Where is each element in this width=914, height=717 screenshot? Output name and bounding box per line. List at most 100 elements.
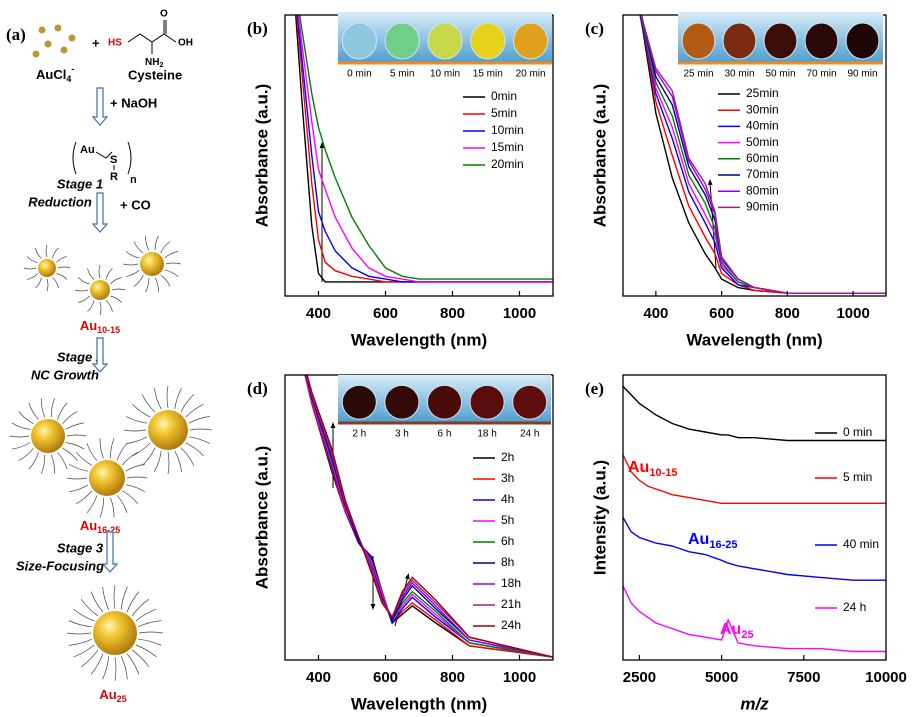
ligand <box>57 402 68 420</box>
x-tick-label: 5000 <box>705 669 738 686</box>
ligand <box>133 241 144 254</box>
panel-label: (b) <box>247 19 268 38</box>
flask <box>384 22 420 60</box>
ligand <box>80 598 99 617</box>
inset-label: 2 h <box>352 429 366 440</box>
ligand <box>67 632 92 635</box>
legend-label: 15min <box>491 140 524 154</box>
series-line <box>623 585 886 653</box>
panel-label: (e) <box>585 379 604 398</box>
product: Au16-25 <box>80 518 120 535</box>
inset-label: 5 min <box>390 69 414 80</box>
stage-name: NC Growth <box>31 367 99 382</box>
ligand <box>141 394 156 413</box>
series-line <box>623 385 886 442</box>
ligand <box>35 247 42 259</box>
ligand <box>125 251 140 259</box>
ligand <box>86 443 98 461</box>
ligand <box>174 387 182 410</box>
product: Au25 <box>99 687 126 704</box>
ligand <box>41 454 46 474</box>
ligand <box>69 484 89 493</box>
plot-frame <box>622 374 887 661</box>
legend-label: 24 h <box>843 600 866 614</box>
precursor: AuCl4- <box>36 64 74 84</box>
ligand <box>62 447 78 461</box>
series-line <box>305 375 553 658</box>
inset-label: 20 min <box>516 69 546 80</box>
ligand <box>28 402 39 420</box>
legend-label: 0min <box>491 89 517 103</box>
legend-label: 0 min <box>843 425 872 439</box>
ligand <box>102 586 110 610</box>
plus: + <box>92 35 100 50</box>
annotation: Au10-15 <box>628 459 677 479</box>
ligand <box>80 649 99 668</box>
series-line <box>623 454 886 504</box>
ligand <box>116 495 128 513</box>
panel-label: (d) <box>247 379 268 398</box>
process-arrow <box>101 531 119 573</box>
legend-label: 5 min <box>843 470 872 484</box>
ligand <box>105 268 113 280</box>
annotation: Au25 <box>720 621 754 641</box>
flask <box>763 22 798 60</box>
polymer-n: n <box>130 174 137 186</box>
ligand <box>56 256 68 263</box>
ligand <box>65 422 85 430</box>
product-text: Au <box>99 687 116 702</box>
ligand <box>28 452 39 470</box>
x-tick-label: 600 <box>373 669 398 686</box>
ligand <box>78 277 90 285</box>
series-line <box>297 15 553 283</box>
legend-label: 70min <box>746 167 779 181</box>
ligand <box>68 638 92 646</box>
ligand <box>189 428 213 431</box>
legend-label: 5h <box>501 513 514 527</box>
ligand <box>125 269 140 277</box>
ligand <box>90 653 104 675</box>
ligand <box>76 490 92 505</box>
ligand <box>123 263 139 266</box>
ligand <box>154 277 159 293</box>
ligand <box>110 295 122 303</box>
polymer-r: R <box>110 171 118 183</box>
flask <box>384 384 420 420</box>
ligand <box>165 262 181 265</box>
ligand <box>57 266 71 269</box>
polymer-s: S <box>110 154 117 166</box>
series-line <box>304 375 553 658</box>
nh: NH <box>145 57 159 68</box>
inset-label: 10 min <box>430 69 460 80</box>
panel-label: (c) <box>585 19 604 38</box>
ligand <box>9 435 30 438</box>
ligand <box>126 476 148 479</box>
stage-title: Stage 2 <box>57 349 104 364</box>
gold-core <box>89 460 125 496</box>
legend-label: 8h <box>501 555 514 569</box>
reagent: + NaOH <box>110 95 157 110</box>
ligand <box>45 244 48 258</box>
ligand <box>185 403 204 418</box>
ligand <box>131 598 150 617</box>
ligand <box>138 631 163 634</box>
ligand <box>138 638 162 646</box>
legend-label: 2h <box>501 450 514 464</box>
ligand <box>110 277 122 285</box>
x-axis-title: Wavelength (nm) <box>686 330 822 349</box>
ligand <box>174 450 182 472</box>
precursor-dots <box>32 24 76 58</box>
ligand <box>135 644 157 658</box>
ligand <box>120 656 128 680</box>
flask <box>512 384 548 420</box>
ligand <box>90 591 104 613</box>
y-axis-title: Absorbance (a.u.) <box>590 84 609 228</box>
x-tick-label: 400 <box>306 669 331 686</box>
inset-label: 3 h <box>395 429 409 440</box>
ligand <box>11 422 31 430</box>
ligand <box>66 477 88 480</box>
ligand <box>86 495 98 514</box>
ligand <box>56 273 68 280</box>
stage-title: Stage 3 <box>57 540 104 555</box>
x-tick-label: 10000 <box>865 669 907 686</box>
